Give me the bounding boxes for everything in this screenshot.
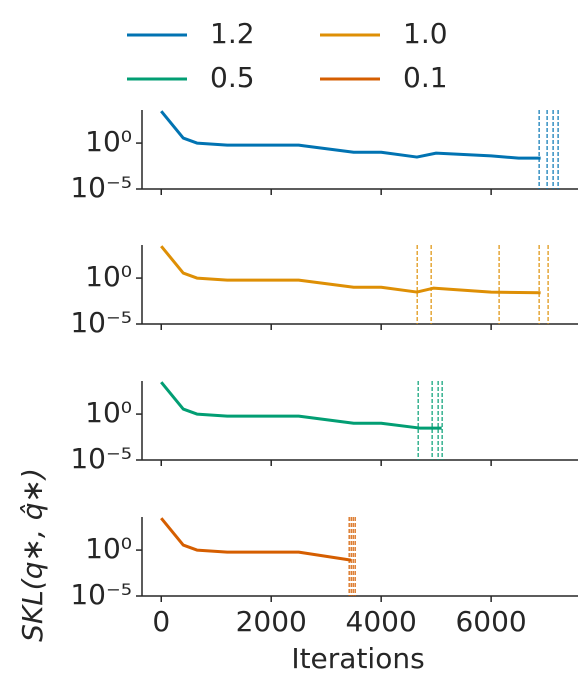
x-tick-label: 4000 [346, 605, 417, 638]
x-tick-label: 0 [152, 605, 170, 638]
line [160, 381, 442, 430]
y-tick-label: 10⁻⁵ [70, 306, 132, 339]
line [160, 517, 352, 562]
y-tick-label: 10⁻⁵ [70, 578, 132, 611]
line [160, 110, 541, 160]
x-axis-label: Iterations [291, 642, 424, 675]
y-axis-label: SKL(q∗, q̂∗) [16, 468, 49, 642]
x-tick-label: 2000 [236, 605, 307, 638]
legend-label: 1.0 [403, 17, 448, 50]
legend-label: 0.1 [403, 61, 448, 94]
y-tick-label: 10⁻⁵ [70, 442, 132, 475]
y-tick-label: 10⁻⁵ [70, 171, 132, 204]
x-tick-label: 6000 [455, 605, 526, 638]
legend-label: 0.5 [210, 61, 255, 94]
line [160, 245, 541, 295]
y-tick-label: 10⁰ [85, 532, 132, 565]
y-tick-label: 10⁰ [85, 396, 132, 429]
y-tick-label: 10⁰ [85, 125, 132, 158]
y-tick-label: 10⁰ [85, 260, 132, 293]
legend-label: 1.2 [210, 17, 255, 50]
